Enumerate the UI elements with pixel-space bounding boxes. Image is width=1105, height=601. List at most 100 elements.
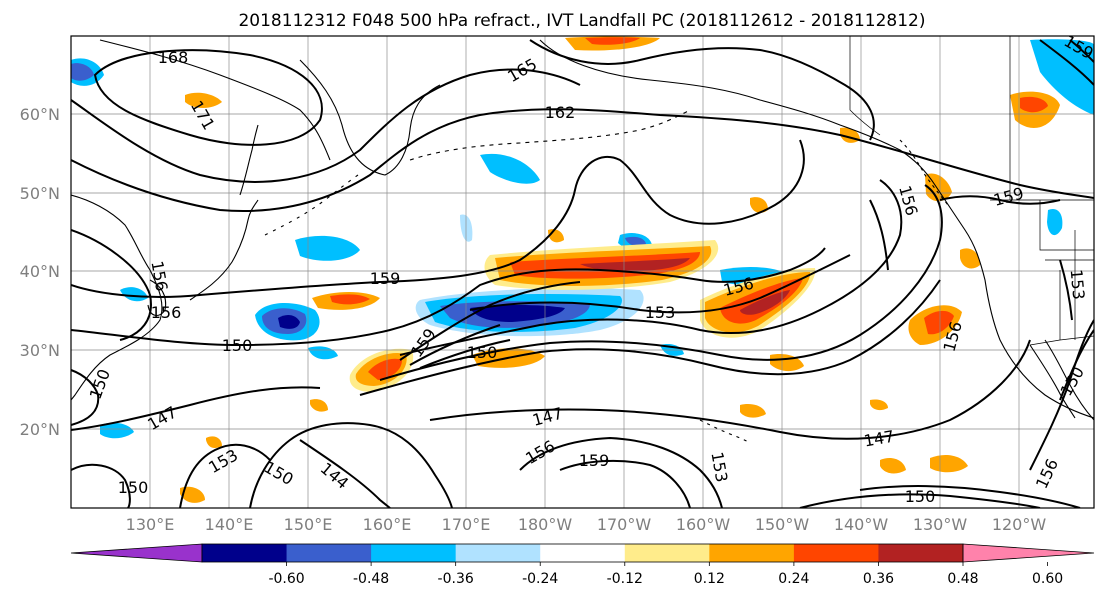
pc-shading [71,36,1094,503]
shade-region-positive [585,37,640,45]
lon-label: 140°W [834,515,889,534]
shade-region-negative [295,235,360,261]
contour-label: 159 [370,269,401,288]
shade-region-positive [180,486,205,503]
contour-label: 162 [545,103,576,122]
lon-label: 150°W [755,515,810,534]
colorbar-tick-label: 0.24 [778,571,809,587]
coastline-asia [71,194,163,401]
contour-line [71,108,1094,212]
colorbar-extend-high [962,543,1095,563]
colorbar-segment [624,544,710,562]
contour-line [559,459,691,508]
lat-label: 60°N [20,105,60,124]
colorbar-segment [793,544,879,562]
contour-line [71,139,805,298]
colorbar-segment [455,544,541,562]
colorbar-segment [540,544,626,562]
contour-label: 168 [158,48,189,67]
colorbar: -0.60 -0.48 -0.36 -0.24 -0.12 0.12 0.24 0.36 0.4… [70,543,1095,587]
colorbar-outline [201,543,964,563]
contour-line [799,493,1041,508]
border-alaska-canada [849,36,881,136]
lat-label: 50°N [20,184,60,203]
colorbar-segment [878,544,964,562]
colorbar-tick-label: -0.48 [353,571,389,587]
colorbar-tick-label: 0.36 [863,571,894,587]
contour-line [939,195,1061,205]
shade-region-positive [310,399,328,412]
shade-region-positive [930,454,968,473]
lon-label: 160°E [363,515,412,534]
coastline-baja [1029,344,1076,419]
lat-label: 40°N [20,262,60,281]
coastline-korea [147,279,167,316]
lon-label: 160°W [676,515,731,534]
contour-line [359,279,941,396]
contour-label: 150 [905,487,936,506]
contour-line [1059,259,1073,321]
contour-line [399,281,581,361]
shade-region-positive [960,248,980,269]
lon-label: 130°W [913,515,968,534]
height-contours [71,39,1094,508]
lon-label: 140°E [205,515,254,534]
shade-region-positive [880,458,906,474]
contour-label: 150 [118,478,149,497]
contour-label: 150 [467,343,498,362]
shade-region-negative [480,153,540,184]
contour-line [529,39,875,141]
shade-region-positive [924,310,954,335]
lon-label: 130°E [126,515,175,534]
contour-line [71,68,581,183]
shade-region-positive [740,290,790,315]
colorbar-segment [286,544,372,562]
contour-line [409,324,501,366]
contour-label: 153 [1067,268,1089,300]
colorbar-extend-low [70,543,203,563]
shade-region-positive [740,404,766,418]
contour-line [249,422,453,508]
contour-line [71,463,131,508]
shade-region-positive [750,197,768,213]
shade-region-negative [120,287,148,302]
map-content: 168 165 171 162 159 156 156 150 159 153 … [71,36,1094,508]
colorbar-tick-label: -0.12 [607,571,643,587]
shade-region-negative [278,314,300,329]
lon-label: 170°W [597,515,652,534]
colorbar-tick-label: 0.48 [947,571,978,587]
contour-line [519,436,723,508]
contour-line [869,199,889,271]
contour-line [1029,319,1094,471]
contour-line [71,369,100,426]
longitude-labels: 130°E 140°E 150°E 160°E 170°E 180°W 170°… [126,515,1047,534]
colorbar-tick-label: -0.24 [522,571,558,587]
contour-line [429,339,1031,440]
contour-label: 156 [151,303,182,322]
shade-region-negative [470,305,565,322]
coastline-kamchatka [299,59,441,176]
shade-region-negative [1030,39,1094,115]
figure-title: 2018112312 F048 500 hPa refract., IVT La… [238,11,925,31]
contour-line [93,49,323,146]
colorbar-tick-label: -0.60 [268,571,304,587]
contour-label: 153 [645,303,676,322]
contour-line [469,254,851,314]
coastline-aleutians [409,109,691,161]
lon-label: 120°W [992,515,1047,534]
contour-line [1059,329,1094,401]
contour-line [71,247,826,347]
coastline-japan [189,199,259,301]
shade-region-negative [625,236,646,246]
contour-line [379,184,943,381]
shade-region-positive [870,399,888,411]
colorbar-tick-label: -0.36 [438,571,474,587]
colorbar-segment [709,544,795,562]
colorbar-segment [371,544,457,562]
border-states [1045,230,1094,340]
colorbar-tick-label: 0.60 [1032,571,1063,587]
contour-line [299,439,391,508]
lon-label: 180°W [518,515,573,534]
